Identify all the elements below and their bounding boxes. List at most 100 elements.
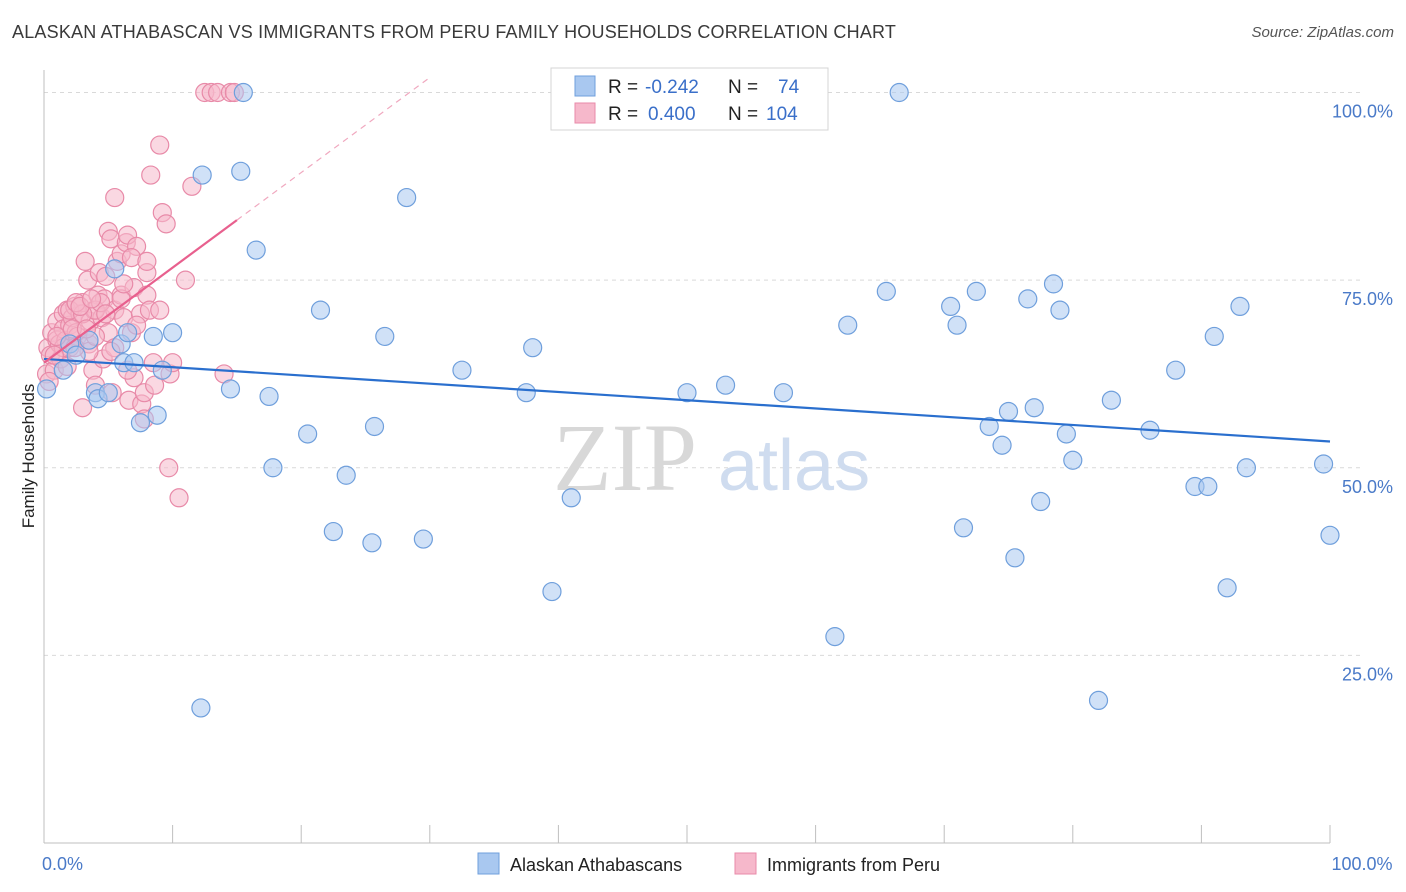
athabascan-point-54 bbox=[1005, 548, 1025, 568]
athabascan-point-12 bbox=[124, 353, 144, 373]
y-tick-label-3: 100.0% bbox=[1332, 102, 1393, 122]
athabascan-point-20 bbox=[220, 379, 241, 399]
athabascan-point-68 bbox=[1230, 296, 1250, 317]
athabascan-point-73 bbox=[1018, 289, 1038, 309]
athabascan-point-56 bbox=[1031, 491, 1051, 512]
y-tick-label-1: 50.0% bbox=[1342, 477, 1393, 497]
athabascan-point-40 bbox=[677, 383, 697, 403]
series-immigrants-from-peru-points bbox=[36, 82, 244, 508]
athabascan-point-70 bbox=[1313, 454, 1334, 474]
athabascan-point-13 bbox=[130, 413, 151, 433]
athabascan-point-16 bbox=[152, 360, 172, 380]
legend-r-label-2: R = bbox=[608, 104, 638, 125]
athabascan-point-30 bbox=[362, 533, 382, 553]
athabascan-point-14 bbox=[143, 326, 163, 347]
y-tick-labels: 25.0% 50.0% 75.0% 100.0% bbox=[1332, 102, 1393, 685]
athabascan-trend-line bbox=[43, 357, 1331, 443]
bottom-legend: Alaskan Athabascans Immigrants from Peru bbox=[477, 852, 940, 875]
chart-title: ALASKAN ATHABASCAN VS IMMIGRANTS FROM PE… bbox=[12, 22, 897, 42]
athabascan-point-65 bbox=[1198, 476, 1218, 497]
athabascan-point-67 bbox=[1217, 578, 1237, 598]
peru-point-63 bbox=[159, 458, 179, 478]
bottom-legend-label-pink: Immigrants from Peru bbox=[767, 855, 940, 875]
athabascan-point-66 bbox=[1204, 326, 1224, 347]
peru-point-22 bbox=[75, 251, 95, 271]
athabascan-point-18 bbox=[191, 698, 211, 718]
peru-point-59 bbox=[144, 375, 165, 395]
athabascan-point-41 bbox=[715, 375, 736, 395]
athabascan-point-4 bbox=[79, 330, 99, 350]
athabascan-point-34 bbox=[413, 529, 433, 549]
legend-n-value-2: 104 bbox=[766, 104, 798, 125]
x-tick-label-1: 100.0% bbox=[1331, 854, 1392, 874]
bottom-legend-swatch-pink bbox=[734, 852, 757, 875]
athabascan-point-58 bbox=[1050, 300, 1070, 320]
athabascan-point-23 bbox=[246, 240, 266, 260]
x-tick-labels: 0.0% 100.0% bbox=[42, 854, 1393, 874]
athabascan-point-55 bbox=[1024, 398, 1044, 418]
bottom-legend-label-blue: Alaskan Athabascans bbox=[510, 855, 682, 875]
bottom-legend-swatch-blue bbox=[477, 852, 500, 875]
athabascan-point-60 bbox=[1063, 450, 1083, 470]
y-tick-label-0: 25.0% bbox=[1342, 664, 1393, 684]
y-axis-label: Family Households bbox=[19, 384, 38, 529]
athabascan-point-8 bbox=[105, 259, 125, 279]
athabascan-point-15 bbox=[147, 405, 167, 425]
legend-frame bbox=[550, 67, 829, 131]
peru-point-98 bbox=[81, 289, 102, 309]
peru-point-57 bbox=[141, 165, 161, 185]
athabascan-point-24 bbox=[259, 386, 279, 407]
athabascan-point-7 bbox=[98, 383, 118, 403]
grid-layer bbox=[43, 92, 1360, 843]
legend-swatch-blue bbox=[574, 75, 596, 97]
axis-layer bbox=[43, 70, 1330, 844]
athabascan-point-22 bbox=[233, 82, 253, 103]
athabascan-point-33 bbox=[397, 187, 417, 208]
athabascan-point-31 bbox=[364, 416, 385, 437]
peru-point-21 bbox=[72, 398, 93, 418]
peru-point-95 bbox=[150, 300, 170, 320]
athabascan-point-69 bbox=[1236, 458, 1257, 478]
legend-n-label-1: N = bbox=[728, 77, 758, 98]
peru-point-60 bbox=[150, 135, 170, 155]
athabascan-point-47 bbox=[941, 296, 961, 317]
peru-point-94 bbox=[137, 251, 157, 271]
athabascan-point-19 bbox=[192, 165, 212, 185]
athabascan-point-53 bbox=[998, 401, 1019, 422]
legend-r-value-1: -0.242 bbox=[645, 77, 699, 98]
x-tick-label-0: 0.0% bbox=[42, 854, 83, 874]
peru-point-62 bbox=[156, 214, 176, 234]
athabascan-point-43 bbox=[825, 627, 845, 647]
y-tick-label-2: 75.0% bbox=[1342, 289, 1393, 309]
athabascan-point-49 bbox=[953, 518, 974, 538]
watermark-atlas: atlas bbox=[718, 426, 870, 506]
athabascan-point-29 bbox=[336, 465, 356, 485]
athabascan-point-39 bbox=[561, 488, 581, 508]
athabascan-point-32 bbox=[375, 326, 395, 347]
athabascan-point-36 bbox=[516, 383, 536, 403]
series-alaskan-athabascans-points bbox=[36, 82, 1340, 718]
peru-point-75 bbox=[105, 187, 125, 208]
athabascan-point-48 bbox=[947, 315, 967, 335]
peru-trend-line bbox=[43, 219, 238, 364]
athabascan-point-27 bbox=[310, 300, 331, 320]
athabascan-point-72 bbox=[1088, 690, 1109, 711]
athabascan-point-44 bbox=[838, 315, 858, 335]
athabascan-point-37 bbox=[523, 338, 543, 358]
athabascan-point-21 bbox=[231, 161, 251, 181]
legend-r-label-1: R = bbox=[608, 77, 638, 98]
athabascan-point-1 bbox=[53, 360, 73, 380]
legend-r-value-2: 0.400 bbox=[648, 104, 696, 125]
athabascan-point-28 bbox=[323, 521, 343, 542]
athabascan-point-63 bbox=[1166, 360, 1186, 380]
athabascan-point-59 bbox=[1056, 424, 1076, 444]
legend-swatch-pink bbox=[574, 102, 596, 124]
athabascan-point-35 bbox=[452, 360, 472, 380]
watermark: ZIP atlas bbox=[553, 404, 870, 511]
athabascan-point-50 bbox=[966, 281, 986, 301]
peru-point-97 bbox=[96, 304, 116, 324]
athabascan-point-51 bbox=[979, 416, 999, 437]
legend-n-label-2: N = bbox=[728, 104, 758, 125]
athabascan-point-26 bbox=[298, 424, 318, 444]
